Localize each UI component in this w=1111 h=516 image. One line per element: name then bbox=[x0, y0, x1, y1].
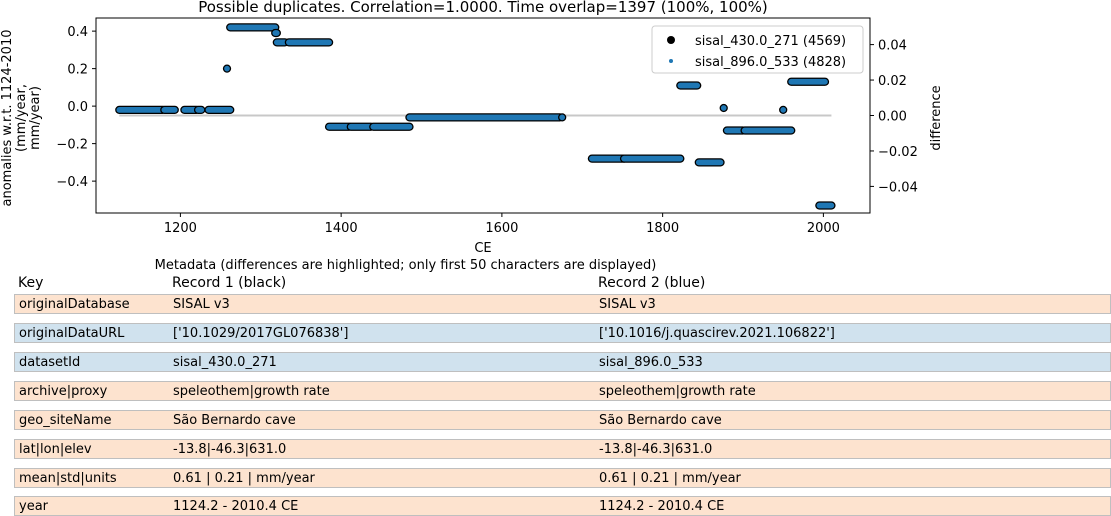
legend: sisal_430.0_271 (4569) sisal_896.0_533 (… bbox=[651, 25, 864, 74]
row-key: originalDatabase bbox=[19, 297, 130, 312]
row-record1-value: SISAL v3 bbox=[173, 297, 230, 312]
x-tick-label: 1200 bbox=[164, 221, 197, 236]
header-key: Key bbox=[18, 275, 44, 291]
row-record1-value: 1124.2 - 2010.4 CE bbox=[173, 499, 299, 514]
legend-box bbox=[651, 25, 864, 74]
data-point-run bbox=[676, 81, 702, 90]
data-point bbox=[222, 64, 232, 73]
row-record1-value: ['10.1029/2017GL076838'] bbox=[173, 326, 349, 341]
chart-figure: Possible duplicates. Correlation=1.0000.… bbox=[0, 0, 944, 256]
row-key: mean|std|units bbox=[19, 471, 117, 486]
row-key: datasetId bbox=[19, 355, 81, 370]
x-tick-label: 1400 bbox=[325, 221, 358, 236]
y-right-tick-label: 0.04 bbox=[878, 39, 907, 54]
row-record2-value: São Bernardo cave bbox=[599, 413, 722, 428]
row-key: geo_siteName bbox=[19, 413, 112, 428]
y-axis-label-line: anomalies w.r.t. 1124-2010 bbox=[0, 30, 15, 207]
y-tick-label: 0.2 bbox=[67, 63, 88, 78]
data-point-run bbox=[369, 122, 414, 131]
y-right-tick-label: 0.02 bbox=[878, 74, 907, 89]
data-point-run bbox=[405, 113, 564, 122]
svg-text:anomalies w.r.t. 1124-2010(mm/: anomalies w.r.t. 1124-2010(mm/year,mm/ye… bbox=[0, 30, 43, 207]
y-tick-label: 0.0 bbox=[67, 100, 88, 115]
data-point-run bbox=[226, 23, 280, 32]
y-tick-label: −0.2 bbox=[56, 138, 88, 153]
data-point bbox=[719, 103, 728, 113]
y-right-tick-label: −0.02 bbox=[878, 145, 918, 160]
row-record1-value: -13.8|-46.3|631.0 bbox=[173, 442, 287, 457]
x-tick-label: 2000 bbox=[807, 221, 840, 236]
data-point-run bbox=[787, 77, 830, 86]
table-row: originalDatabase SISAL v3 SISAL v3 bbox=[14, 294, 1111, 314]
legend-marker-record2 bbox=[669, 59, 673, 63]
row-record2-value: speleothem|growth rate bbox=[599, 384, 756, 399]
legend-label-record1: sisal_430.0_271 (4569) bbox=[695, 34, 846, 49]
row-record2-value: SISAL v3 bbox=[599, 297, 656, 312]
y-tick-label: 0.4 bbox=[67, 25, 88, 40]
x-axis-label: CE bbox=[474, 241, 491, 256]
data-point-run bbox=[694, 158, 725, 167]
legend-marker-record1 bbox=[667, 36, 675, 44]
data-point-run bbox=[115, 105, 167, 115]
row-record2-value: 1124.2 - 2010.4 CE bbox=[599, 499, 725, 514]
legend-label-record2: sisal_896.0_533 (4828) bbox=[695, 55, 846, 70]
row-key: originalDataURL bbox=[19, 326, 125, 341]
header-record1: Record 1 (black) bbox=[172, 275, 287, 291]
row-record2-value: sisal_896.0_533 bbox=[599, 355, 703, 370]
data-point-run bbox=[740, 126, 796, 135]
x-tick-label: 1600 bbox=[485, 221, 518, 236]
table-row: archive|proxy speleothem|growth rate spele… bbox=[14, 381, 1111, 401]
table-row: lat|lon|elev -13.8|-46.3|631.0 -13.8|-46.3… bbox=[14, 439, 1111, 459]
x-tick-label: 1800 bbox=[646, 221, 679, 236]
row-record1-value: 0.61 | 0.21 | mm/year bbox=[173, 471, 315, 486]
row-record1-value: São Bernardo cave bbox=[173, 413, 296, 428]
table-row: datasetId sisal_430.0_271 sisal_896.0_533 bbox=[14, 352, 1111, 372]
data-point-run bbox=[204, 105, 235, 115]
row-key: year bbox=[19, 499, 49, 514]
table-row: mean|std|units 0.61 | 0.21 | mm/year 0.61 … bbox=[14, 468, 1111, 488]
data-point bbox=[779, 105, 788, 115]
table-row: originalDataURL ['10.1029/2017GL076838'] [… bbox=[14, 323, 1111, 343]
y-axis-label: anomalies w.r.t. 1124-2010(mm/year,mm/ye… bbox=[0, 30, 43, 207]
data-point bbox=[558, 113, 567, 122]
y-right-tick-label: −0.04 bbox=[878, 180, 918, 195]
row-record2-value: ['10.1016/j.quascirev.2021.106822'] bbox=[599, 326, 835, 341]
data-point-run bbox=[160, 105, 179, 115]
y-tick-label: −0.4 bbox=[56, 175, 88, 190]
data-point-run bbox=[284, 38, 334, 47]
data-point-run bbox=[271, 28, 281, 38]
metadata-title: Metadata (differences are highlighted; o… bbox=[154, 258, 657, 273]
y-right-tick-label: 0.00 bbox=[878, 110, 907, 125]
data-point-run bbox=[815, 201, 836, 210]
header-record2: Record 2 (blue) bbox=[598, 275, 706, 291]
y-axis-label-line: (mm/year, bbox=[14, 84, 29, 152]
row-key: archive|proxy bbox=[19, 384, 108, 399]
table-row: year 1124.2 - 2010.4 CE 1124.2 - 2010.4 CE bbox=[14, 496, 1111, 516]
row-record2-value: 0.61 | 0.21 | mm/year bbox=[599, 471, 741, 486]
chart-title: Possible duplicates. Correlation=1.0000.… bbox=[198, 0, 768, 16]
row-record2-value: -13.8|-46.3|631.0 bbox=[599, 442, 713, 457]
data-point-run bbox=[193, 105, 206, 115]
row-record1-value: sisal_430.0_271 bbox=[173, 355, 277, 370]
row-key: lat|lon|elev bbox=[19, 442, 92, 457]
y-axis-right-label: difference bbox=[929, 85, 944, 150]
y-axis-label-line: mm/year) bbox=[28, 86, 43, 150]
data-point-run bbox=[619, 154, 685, 163]
row-record1-value: speleothem|growth rate bbox=[173, 384, 330, 399]
table-row: geo_siteName São Bernardo cave São Bernard… bbox=[14, 410, 1111, 430]
